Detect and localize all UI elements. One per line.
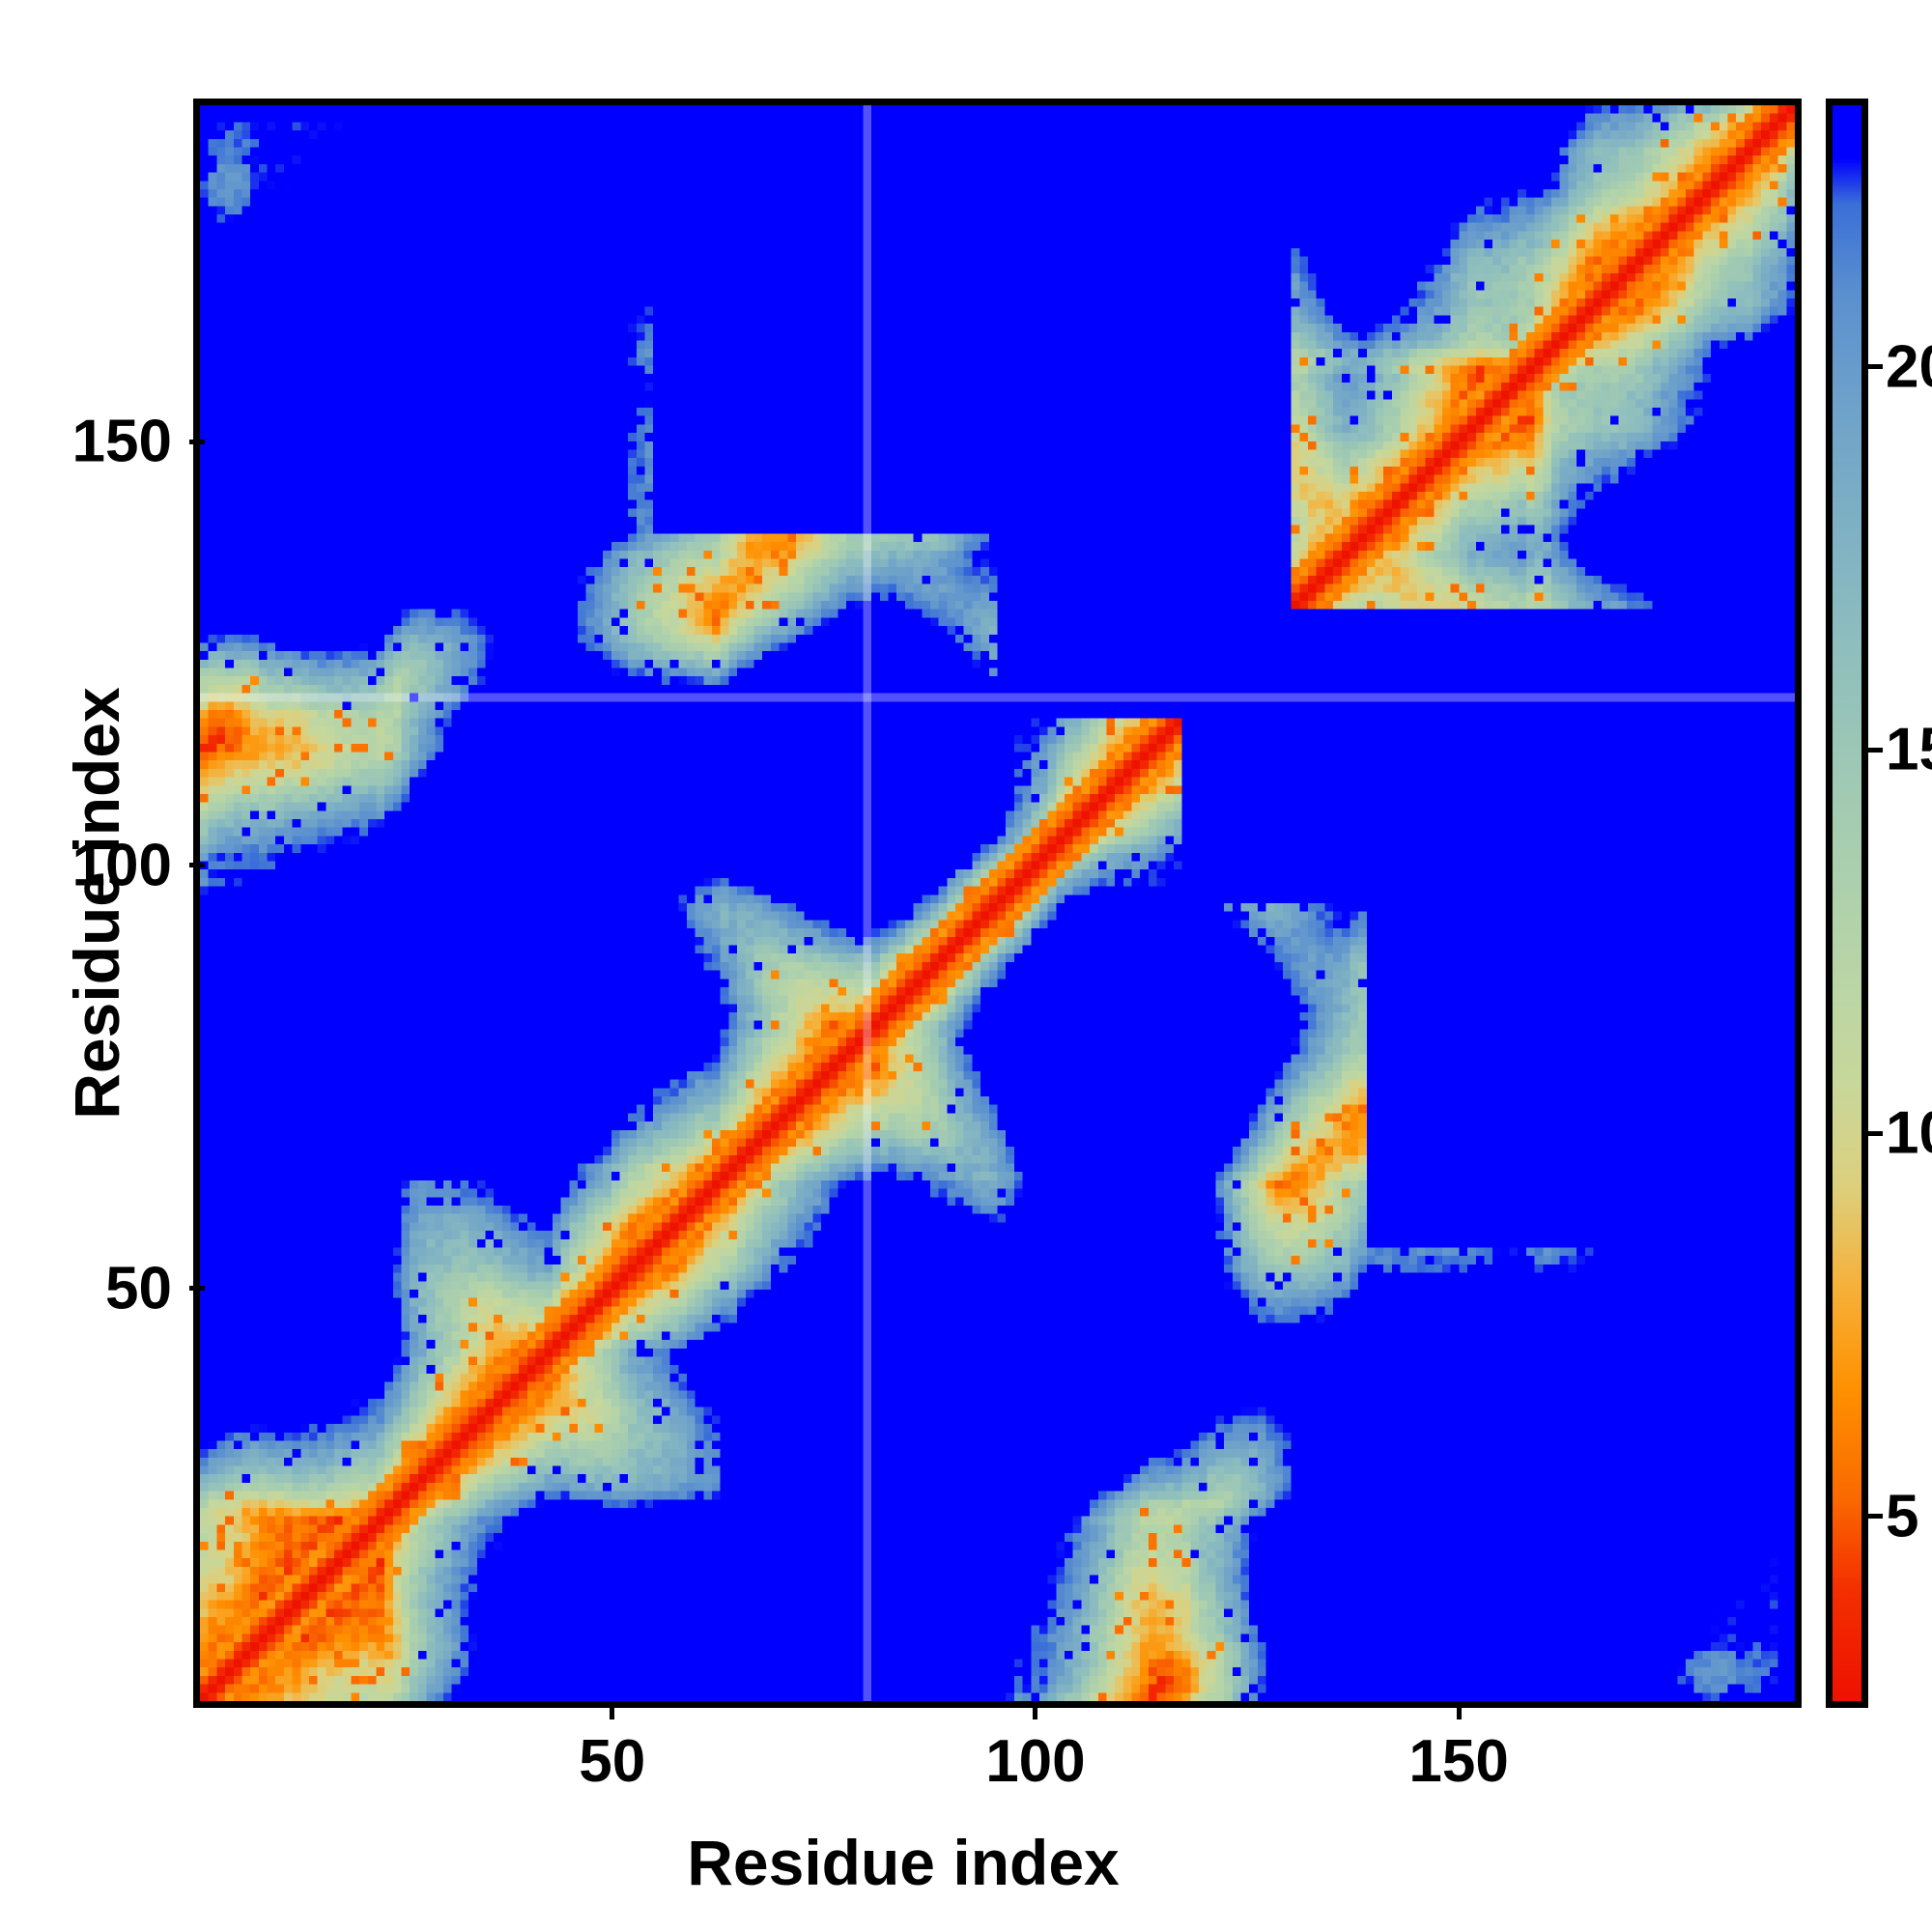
x-axis-tick-label: 50 bbox=[579, 1728, 646, 1795]
x-axis-title-text: Residue index bbox=[687, 1827, 1120, 1898]
x-axis-tick bbox=[1456, 1704, 1462, 1719]
y-axis-tick-label: 50 bbox=[105, 1255, 172, 1322]
y-axis-tick bbox=[189, 1286, 205, 1292]
colorbar-tick bbox=[1868, 1514, 1883, 1520]
heatmap-canvas bbox=[200, 105, 1795, 1701]
colorbar-tick-label: 20 bbox=[1886, 333, 1932, 401]
colorbar-track bbox=[1826, 99, 1868, 1708]
colorbar-tick-label: 15 bbox=[1886, 716, 1932, 783]
y-axis-tick-label: 100 bbox=[71, 832, 172, 899]
colorbar-tick bbox=[1868, 364, 1883, 370]
heatmap-plot-area bbox=[193, 99, 1802, 1708]
colorbar-tick bbox=[1868, 1130, 1883, 1136]
y-axis-title-text: Residue index bbox=[61, 687, 132, 1120]
x-axis-tick-label: 150 bbox=[1408, 1728, 1509, 1795]
y-axis-title: Residue index bbox=[60, 517, 133, 1290]
colorbar-tick bbox=[1868, 747, 1883, 753]
y-axis-tick-label: 150 bbox=[71, 408, 172, 475]
x-axis-tick bbox=[610, 1704, 615, 1719]
y-axis-tick bbox=[189, 439, 205, 444]
x-axis-tick bbox=[1033, 1704, 1038, 1719]
x-axis-tick-label: 100 bbox=[985, 1728, 1086, 1795]
y-axis-tick bbox=[189, 863, 205, 868]
colorbar-tick-label: 5 bbox=[1886, 1483, 1919, 1550]
x-axis-title: Residue index bbox=[0, 1826, 1932, 1899]
colorbar-tick-label: 10 bbox=[1886, 1099, 1932, 1167]
colorbar-gradient bbox=[1833, 105, 1861, 1701]
colorbar: 5 10 15 20 bbox=[1826, 99, 1932, 1708]
